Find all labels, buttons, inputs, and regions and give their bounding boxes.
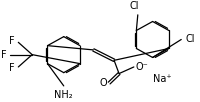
Text: NH₂: NH₂ bbox=[54, 90, 73, 100]
Text: Na⁺: Na⁺ bbox=[153, 74, 172, 84]
Text: F: F bbox=[9, 36, 14, 46]
Text: O⁻: O⁻ bbox=[136, 62, 149, 72]
Text: F: F bbox=[9, 63, 14, 73]
Text: O: O bbox=[100, 78, 107, 88]
Text: F: F bbox=[1, 50, 6, 60]
Text: Cl: Cl bbox=[185, 34, 195, 44]
Text: Cl: Cl bbox=[129, 1, 139, 11]
